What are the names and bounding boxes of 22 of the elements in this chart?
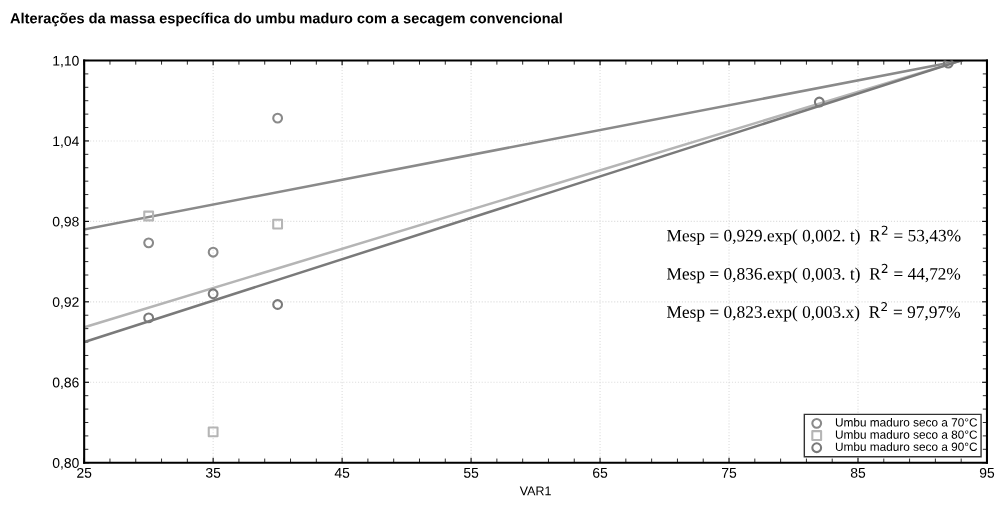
x-tick-label: 95 xyxy=(979,467,995,478)
x-tick-label: 55 xyxy=(463,468,479,478)
legend-label: Umbu maduro seco a 80°C xyxy=(835,430,978,439)
annotation: Mesp = 0,929.exp( 0,002. t) R$^{2}$ = 53,43% xyxy=(666,225,961,246)
x-axis-title: VAR1 xyxy=(519,486,551,496)
annotation: Mesp = 0,823.exp( 0,003.x) R$^{2}$ = 97,97% xyxy=(666,302,961,322)
x-tick-label: 25 xyxy=(77,467,92,478)
x-tick-label: 45 xyxy=(334,468,350,478)
x-tick-label: 85 xyxy=(850,467,866,478)
y-tick-label: 0,92 xyxy=(52,297,79,309)
chart-title: Alterações da massa específica do umbu maduro com a secagem convencional xyxy=(10,12,562,27)
y-tick-label: 0,86 xyxy=(52,377,79,390)
legend-label: Umbu maduro seco a 90°C xyxy=(835,442,978,451)
legend-label: Umbu maduro seco a 70°C xyxy=(835,417,978,427)
y-tick-label: 0,80 xyxy=(52,458,79,470)
y-tick-label: 1,04 xyxy=(53,136,79,148)
x-tick-label: 75 xyxy=(722,468,737,478)
y-tick-label: 0,98 xyxy=(52,216,79,229)
x-tick-label: 65 xyxy=(593,467,608,478)
annotation: Mesp = 0,836.exp( 0,003. t) R$^{2}$ = 44,72% xyxy=(666,263,961,284)
x-tick-label: 35 xyxy=(205,467,221,478)
y-tick-label: 1,10 xyxy=(53,55,79,68)
